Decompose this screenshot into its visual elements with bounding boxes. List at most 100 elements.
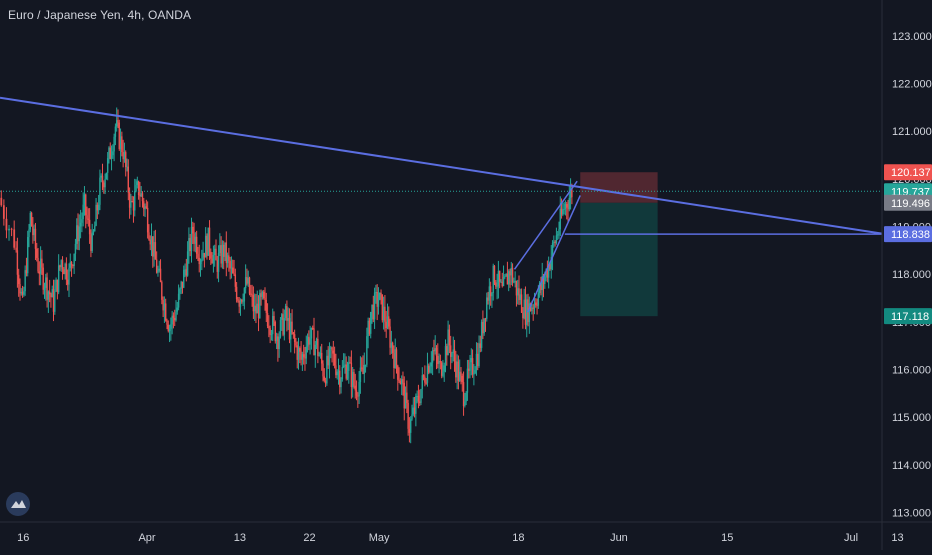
candle-body [188,238,190,252]
candle-body [498,270,501,282]
candle-body [560,208,563,215]
candle-body [491,292,493,297]
drawing-lines [0,96,883,313]
candle-body [278,336,280,350]
candle-body [353,372,355,386]
candle-body [43,287,46,290]
x-tick-label: 13 [234,532,246,544]
candle-body [42,267,44,290]
candle-body [380,292,382,295]
candle-body [367,320,369,337]
candle-body [265,300,267,313]
y-tick-label: 114.000 [892,460,931,472]
candle-body [306,336,309,347]
candle-body [284,305,287,319]
candle-body [20,291,22,294]
candle-body [184,269,186,271]
candle-body [336,371,338,376]
candle-body [82,204,84,220]
candle-body [406,392,408,404]
candle-body [330,347,332,349]
candle-body [409,419,412,433]
candle-body [309,338,311,345]
chart-title: Euro / Japanese Yen, 4h, OANDA [8,8,192,22]
candle-body [76,225,78,244]
candle-body [228,255,230,261]
candle-body [407,403,409,429]
candle-body [29,212,32,230]
candle-body [341,366,344,380]
candle-body [197,253,199,258]
candle-body [15,247,17,251]
candle-body [554,241,556,243]
candle-body [348,362,350,372]
tradingview-logo-icon[interactable] [6,492,30,516]
candle-body [272,316,274,335]
candle-body [313,328,315,356]
candle-body [318,355,320,357]
candle-body [354,385,356,391]
candle-body [514,280,516,282]
candle-body [217,253,220,272]
x-tick-label: 16 [17,532,29,544]
candle-body [550,257,552,270]
candle-body [319,352,322,356]
candle-body [504,276,506,278]
candle-body [149,239,151,245]
candle-body [287,318,289,321]
candle-body [355,390,358,396]
candle-body [235,286,238,300]
candle-body [458,371,461,381]
candle-body [241,299,243,302]
x-tick-label: May [369,532,390,544]
candle-body [57,265,60,293]
candle-body [220,245,222,264]
candle-body [324,380,327,384]
candle-body [83,194,86,205]
candle-body [371,304,373,312]
price-label-level [884,226,932,243]
candle-body [199,261,202,265]
position-zones [580,172,658,317]
candle-body [435,348,438,356]
candle-body [189,238,191,252]
candle-body [524,299,527,325]
candle-body [526,299,528,325]
candle-body [61,260,64,270]
candle-body [489,286,492,297]
candle-body [37,257,39,272]
candle-body [340,379,342,388]
candle-body [386,316,389,329]
candle-body [159,268,162,283]
candle-body [175,311,177,321]
candle-body [370,311,372,334]
candle-body [226,255,229,264]
candle-body [28,229,30,238]
candle-body [103,182,105,188]
candle-body [181,281,184,288]
candle-body [297,348,300,360]
candle-body [429,366,431,373]
candle-body [522,312,524,319]
candle-body [462,382,465,406]
candle-body [78,226,81,242]
candle-body [511,267,514,283]
candle-body [233,273,235,275]
candle-body [308,336,310,345]
candle-body [8,228,10,231]
candle-body [23,291,25,295]
candle-body [19,284,21,294]
candle-body [257,303,260,319]
candle-body [415,396,417,414]
candle-body [422,375,425,377]
candle-body [439,361,442,363]
candle-body [544,276,546,285]
candle-body [296,345,298,360]
candle-body [135,185,137,192]
candle-body [221,244,224,264]
candle-body [141,193,144,202]
candle-body [416,395,418,397]
candle-body [317,338,319,356]
